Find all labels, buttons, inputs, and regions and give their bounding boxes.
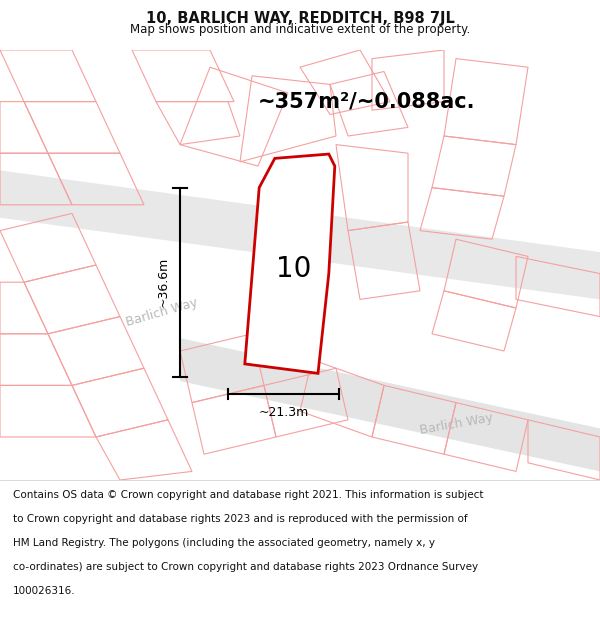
Text: co-ordinates) are subject to Crown copyright and database rights 2023 Ordnance S: co-ordinates) are subject to Crown copyr… (13, 562, 478, 572)
Text: 10: 10 (277, 255, 311, 283)
Text: 10, BARLICH WAY, REDDITCH, B98 7JL: 10, BARLICH WAY, REDDITCH, B98 7JL (146, 11, 454, 26)
Text: Map shows position and indicative extent of the property.: Map shows position and indicative extent… (130, 23, 470, 36)
Text: ~21.3m: ~21.3m (259, 406, 308, 419)
Polygon shape (245, 154, 335, 373)
Text: to Crown copyright and database rights 2023 and is reproduced with the permissio: to Crown copyright and database rights 2… (13, 514, 468, 524)
Polygon shape (0, 171, 600, 299)
Text: Barlich Way: Barlich Way (418, 411, 494, 437)
Text: Contains OS data © Crown copyright and database right 2021. This information is : Contains OS data © Crown copyright and d… (13, 490, 484, 500)
Text: Barlich Way: Barlich Way (125, 296, 199, 329)
Text: 100026316.: 100026316. (13, 586, 76, 596)
Text: HM Land Registry. The polygons (including the associated geometry, namely x, y: HM Land Registry. The polygons (includin… (13, 538, 435, 548)
Polygon shape (180, 338, 600, 471)
Text: ~357m²/~0.088ac.: ~357m²/~0.088ac. (258, 92, 476, 112)
Text: ~36.6m: ~36.6m (156, 257, 169, 308)
